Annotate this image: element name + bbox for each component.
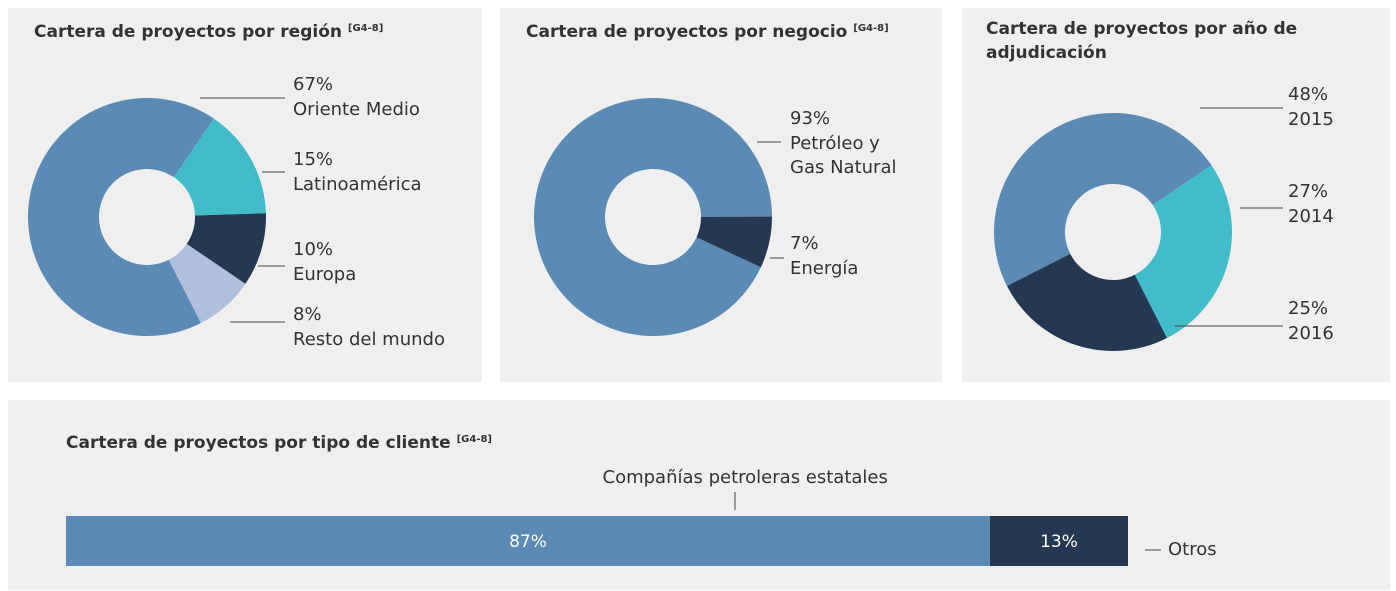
bar-segment bbox=[66, 516, 990, 566]
value-label: 48% bbox=[1288, 84, 1329, 105]
title-ref: [G4-8] bbox=[456, 434, 492, 445]
category-label: Energía bbox=[790, 258, 859, 279]
donut-slice bbox=[696, 216, 772, 268]
category-label: Latinoamérica bbox=[293, 174, 422, 195]
category-label: Petróleo y Gas Natural bbox=[790, 133, 897, 178]
value-label: 27% bbox=[1288, 181, 1329, 202]
title-text: Cartera de proyectos por tipo de cliente bbox=[66, 433, 451, 453]
value-label: 7% bbox=[790, 233, 819, 254]
chart-title: Cartera de proyectos por región [G4-8] bbox=[34, 17, 454, 44]
donut-slice bbox=[173, 118, 266, 216]
donut-slice bbox=[534, 98, 772, 337]
title-text: Cartera de proyectos por año de adjudica… bbox=[986, 19, 1298, 63]
category-label: Compañías petroleras estatales bbox=[602, 467, 888, 488]
category-label: 2015 bbox=[1288, 109, 1334, 130]
value-label: 25% bbox=[1288, 298, 1329, 319]
chart-title: Cartera de proyectos por año de adjudica… bbox=[986, 17, 1326, 65]
donut-slice bbox=[1134, 165, 1232, 339]
title-text: Cartera de proyectos por negocio bbox=[526, 22, 848, 42]
donut-slice bbox=[1006, 253, 1168, 352]
category-label: Otros bbox=[1168, 539, 1217, 560]
value-label: 87% bbox=[509, 532, 547, 552]
title-text: Cartera de proyectos por región bbox=[34, 22, 342, 42]
value-label: 15% bbox=[293, 149, 334, 170]
donut-slice bbox=[994, 112, 1212, 287]
value-label: 8% bbox=[293, 304, 322, 325]
category-label: Resto del mundo bbox=[293, 329, 445, 350]
value-label: 67% bbox=[293, 74, 334, 95]
category-label: 2016 bbox=[1288, 323, 1334, 344]
category-label: 2014 bbox=[1288, 206, 1334, 227]
category-label: Europa bbox=[293, 264, 357, 285]
donut-slice bbox=[28, 98, 214, 336]
bar-segment bbox=[989, 516, 1128, 566]
chart-title: Cartera de proyectos por negocio [G4-8] bbox=[526, 17, 926, 44]
value-label: 10% bbox=[293, 239, 334, 260]
chart-title: Cartera de proyectos por tipo de cliente… bbox=[66, 428, 1266, 455]
donut-slice bbox=[168, 243, 246, 324]
title-ref: [G4-8] bbox=[853, 23, 889, 34]
category-label: Oriente Medio bbox=[293, 99, 420, 120]
value-label: 93% bbox=[790, 108, 831, 129]
value-label: 13% bbox=[1040, 532, 1078, 552]
donut-slice bbox=[186, 213, 266, 284]
title-ref: [G4-8] bbox=[347, 23, 384, 34]
